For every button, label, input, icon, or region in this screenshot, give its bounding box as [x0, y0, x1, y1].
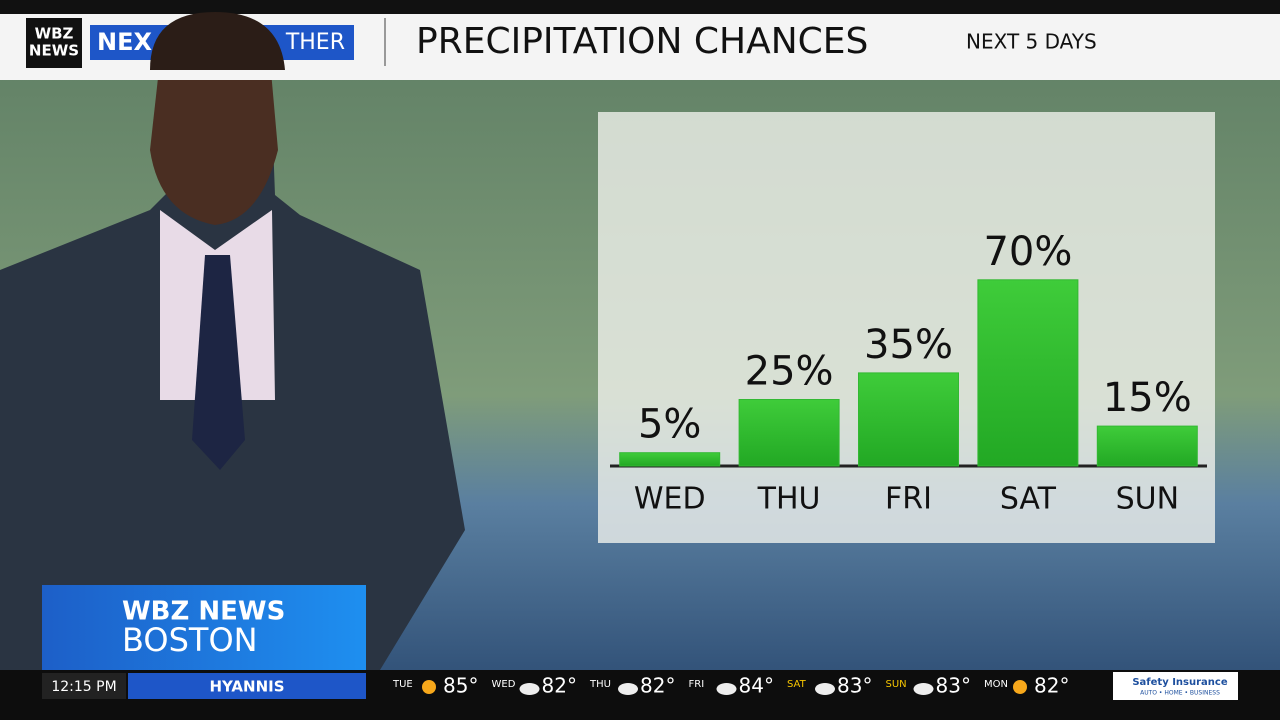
subtitle: NEXT 5 DAYS — [966, 30, 1097, 54]
network-name: WBZ NEWS — [122, 597, 285, 627]
ticker-temp: 82° — [640, 674, 675, 698]
cloud-icon — [716, 683, 737, 695]
value-label: 5% — [638, 402, 701, 448]
title: PRECIPITATION CHANCES — [416, 21, 868, 62]
ticker-day: THU — [589, 679, 611, 690]
logo-text: NEWS — [29, 42, 79, 60]
city: BOSTON — [122, 621, 258, 659]
cloud-icon — [815, 683, 835, 695]
sun-icon — [1013, 680, 1027, 694]
brand-text: NEX — [97, 28, 152, 56]
sponsor-tagline: AUTO • HOME • BUSINESS — [1140, 690, 1220, 697]
x-tick-label: SAT — [1000, 482, 1057, 517]
bar — [738, 399, 840, 467]
chart-panel — [598, 112, 1215, 543]
ticker-day: SAT — [787, 679, 807, 690]
x-tick-label: SUN — [1116, 482, 1179, 517]
x-tick-label: WED — [634, 482, 706, 517]
ticker-day: FRI — [689, 679, 705, 690]
location: HYANNIS — [209, 678, 284, 696]
time-box — [42, 673, 126, 699]
ticker-temp: 82° — [1034, 674, 1069, 698]
sponsor-name: Safety Insurance — [1132, 677, 1228, 688]
time: 12:15 PM — [51, 679, 116, 695]
presenter-head — [150, 35, 278, 225]
bar — [977, 279, 1079, 467]
logo-text: WBZ — [35, 25, 74, 43]
x-tick-label: THU — [757, 482, 821, 517]
location-box — [128, 673, 366, 699]
ticker-day: WED — [492, 679, 516, 690]
value-label: 35% — [864, 322, 953, 368]
sponsor-box — [1113, 672, 1238, 700]
ticker-temp: 83° — [837, 674, 872, 698]
bar — [858, 372, 959, 467]
presenter-tie — [192, 255, 245, 470]
cloud-icon — [618, 683, 638, 695]
x-tick-label: FRI — [885, 482, 932, 517]
top-strip — [0, 0, 1280, 14]
brand-text: THER — [285, 30, 345, 55]
value-label: 15% — [1103, 375, 1192, 421]
presenter-head-top — [150, 12, 285, 70]
ticker-day: SUN — [886, 679, 907, 690]
value-label: 70% — [983, 229, 1072, 275]
lower-third — [42, 585, 366, 671]
ticker-temp: 83° — [936, 674, 971, 698]
ticker-temp: 82° — [542, 674, 577, 698]
ticker-temp: 84° — [739, 674, 774, 698]
bar — [619, 452, 721, 467]
ticker-day: TUE — [392, 679, 413, 690]
ticker-day: MON — [984, 679, 1008, 690]
cloud-icon — [519, 683, 540, 695]
cloud-icon — [913, 683, 934, 695]
bar — [1096, 425, 1198, 467]
ticker-temp: 85° — [443, 674, 478, 698]
value-label: 25% — [745, 349, 834, 395]
sun-icon — [422, 680, 436, 694]
logo-box — [26, 18, 82, 68]
